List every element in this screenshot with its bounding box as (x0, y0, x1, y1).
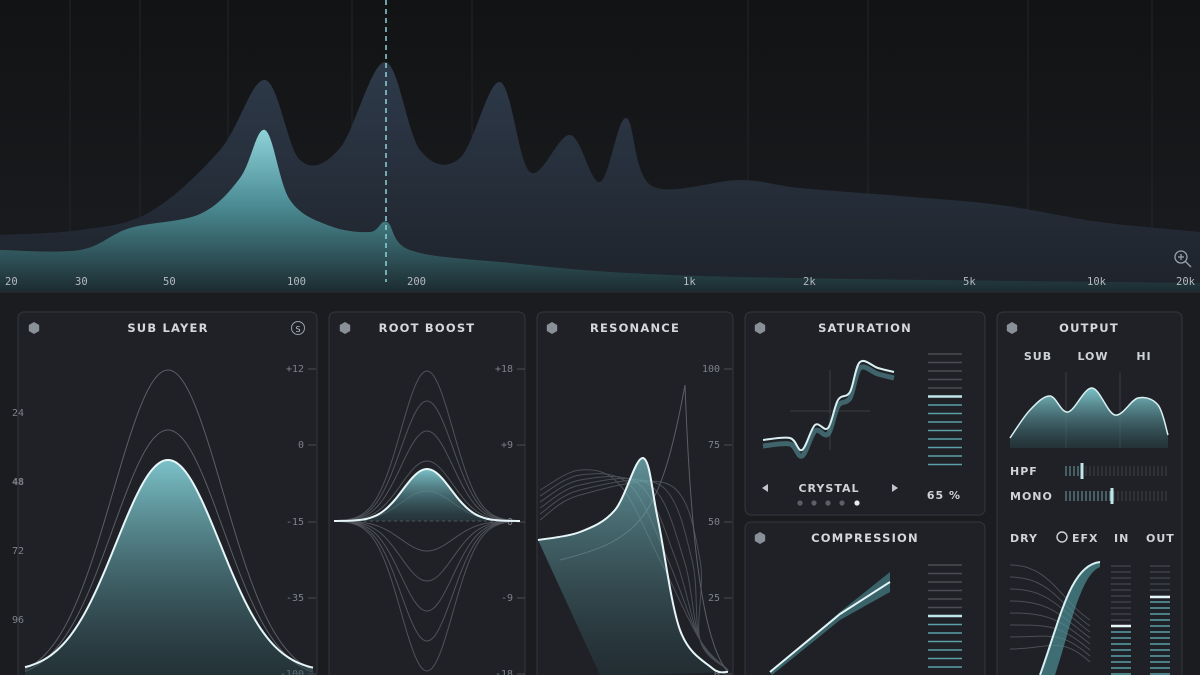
slider-thumb[interactable] (1110, 488, 1114, 504)
preset-dot[interactable] (839, 500, 845, 506)
freq-label: 50 (163, 276, 176, 288)
panel-saturation (744, 311, 986, 516)
settings-icon[interactable] (1006, 322, 1018, 334)
right-label: -15 (286, 517, 304, 528)
boost-fill (334, 469, 520, 521)
mix-ghost (1009, 612, 1091, 645)
freq-label: 200 (407, 276, 426, 288)
settings-icon[interactable] (754, 322, 766, 334)
mix-label: OUT (1146, 532, 1175, 545)
panel-title: ROOT BOOST (379, 321, 476, 335)
panel-title: RESONANCE (590, 321, 680, 335)
right-label: 0 (298, 440, 304, 451)
band-label: SUB (1024, 350, 1052, 363)
badge-ring[interactable] (291, 321, 305, 335)
mix-ghost (1009, 624, 1091, 651)
ghost-curve (333, 370, 521, 522)
right-label: -35 (286, 593, 304, 604)
preset-dot[interactable] (811, 500, 817, 506)
mix-ghost (1009, 600, 1091, 639)
preset-dot[interactable] (797, 500, 803, 506)
mix-label: EFX (1072, 532, 1099, 545)
power-icon[interactable] (1056, 531, 1068, 543)
spectrum-front (0, 129, 1200, 292)
panel-title: OUTPUT (1059, 321, 1119, 335)
slider-thumb[interactable] (1080, 463, 1084, 479)
left-label: 48 (12, 477, 24, 488)
band-label: LOW (1077, 350, 1108, 363)
eq-curve (1009, 387, 1169, 439)
scale-label: +18 (495, 364, 513, 375)
scale-label: -9 (501, 593, 513, 604)
right-label: +12 (286, 364, 304, 375)
panel-title: COMPRESSION (811, 531, 919, 545)
ghost-curve (24, 429, 314, 673)
hpf-label: HPF (1010, 465, 1038, 478)
freq-label: 1k (683, 276, 696, 288)
badge[interactable]: S (295, 325, 300, 334)
freq-label: 20 (5, 276, 18, 288)
ghost-curve (333, 520, 521, 672)
scale-label: 100 (702, 364, 720, 375)
comp-curve (769, 581, 891, 673)
sub-curve (24, 459, 314, 669)
preset-dot[interactable] (825, 500, 831, 506)
resonance-curve (537, 457, 729, 674)
scale-label: 25 (708, 593, 720, 604)
ghost-curve (333, 460, 521, 522)
ghost-curve (333, 520, 521, 582)
left-label: 96 (12, 615, 24, 626)
ghost-curve (333, 430, 521, 522)
settings-icon[interactable] (546, 322, 558, 334)
sat-curve-shadow (762, 364, 895, 459)
freq-label: 2k (803, 276, 816, 288)
resonance-fill (538, 457, 728, 675)
sub-fill (25, 460, 313, 675)
ghost-curve (24, 369, 314, 671)
freq-label: 10k (1087, 276, 1107, 288)
ghost-curve (333, 520, 521, 552)
eq-fill (1010, 387, 1168, 448)
panel-title: SUB LAYER (127, 321, 208, 335)
scale-label: 50 (708, 517, 720, 528)
scale-label: 75 (708, 440, 720, 451)
settings-icon[interactable] (754, 532, 766, 544)
scale-label: +9 (501, 440, 513, 451)
mix-fill (1040, 562, 1100, 675)
ghost-curve (539, 480, 729, 671)
band-label: HI (1136, 350, 1151, 363)
preset-dot[interactable] (854, 500, 860, 506)
decorations: 24487296+120-15-35-100+18+90-9-181007550… (12, 322, 1175, 675)
settings-icon[interactable] (339, 322, 351, 334)
freq-labels: 20 30 50 100 200 1k 2k 5k 10k 20k (5, 276, 1196, 288)
settings-icon[interactable] (28, 322, 40, 334)
boost-curve (333, 467, 521, 522)
sat-curve (762, 360, 895, 452)
saturation-amount[interactable]: 65 % (927, 489, 961, 502)
ghost-curve (333, 520, 521, 612)
mix-ghost (1009, 588, 1091, 633)
ghost-curve (333, 400, 521, 522)
mono-label: MONO (1010, 490, 1053, 503)
freq-label: 20k (1176, 276, 1196, 288)
mix-ghost (1009, 564, 1091, 621)
mix-label: IN (1114, 532, 1129, 545)
freq-label: 100 (287, 276, 306, 288)
left-label: 24 (12, 408, 24, 419)
preset-name: CRYSTAL (798, 482, 859, 495)
mix-label: DRY (1010, 532, 1038, 545)
left-label: 72 (12, 546, 24, 557)
mix-ghost (1009, 576, 1091, 627)
scale-label: 0 (507, 517, 513, 528)
zoom-icon[interactable] (1174, 250, 1192, 268)
panel-title: SATURATION (818, 321, 912, 335)
ghost-curve (333, 520, 521, 642)
mix-curve (1039, 561, 1101, 675)
scale-label: -18 (495, 669, 513, 675)
freq-label: 5k (963, 276, 976, 288)
freq-label: 30 (75, 276, 88, 288)
